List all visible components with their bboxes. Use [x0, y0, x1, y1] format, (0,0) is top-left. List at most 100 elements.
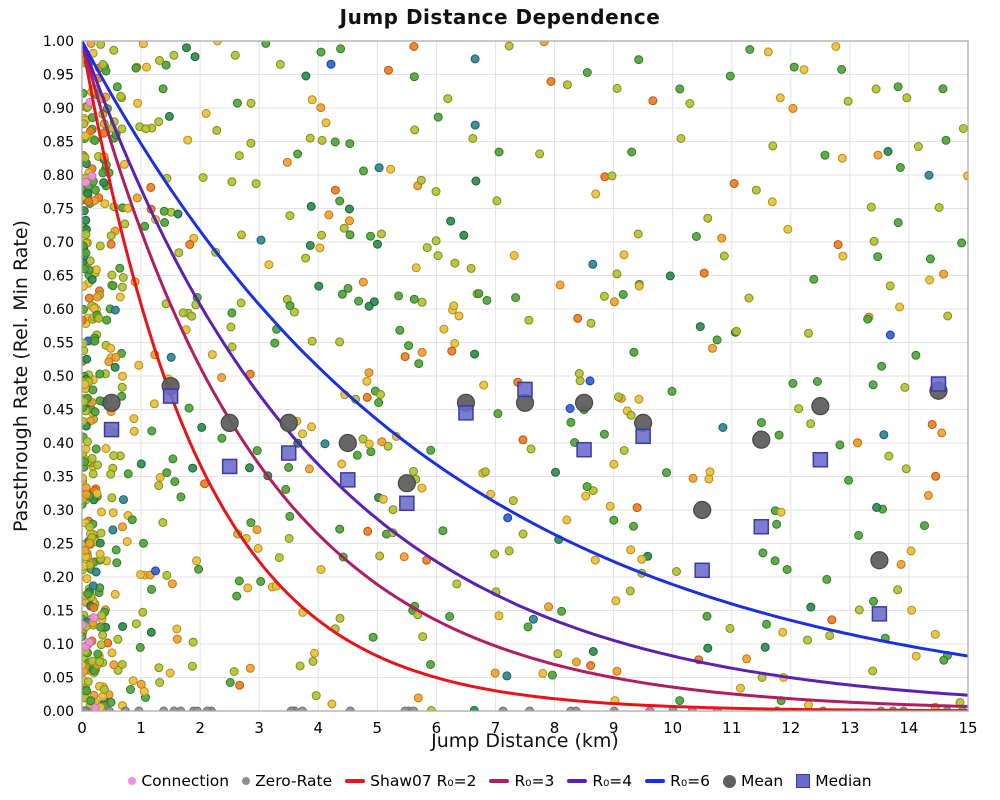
scatter-point: [317, 230, 327, 240]
scatter-point: [118, 371, 127, 381]
scatter-point: [158, 518, 168, 527]
scatter-point: [939, 269, 949, 279]
y-tick-label: 0.55: [43, 336, 74, 352]
scatter-point: [113, 634, 123, 644]
scatter-point: [454, 311, 464, 321]
scatter-point: [377, 229, 386, 239]
scatter-point: [90, 407, 100, 417]
scatter-point: [363, 526, 373, 536]
scatter-point: [285, 511, 295, 521]
scatter-point: [89, 603, 99, 613]
scatter-point: [492, 196, 502, 206]
scatter-point: [182, 43, 191, 53]
scatter-point: [136, 459, 146, 469]
scatter-point: [691, 232, 701, 241]
scatter-point: [782, 565, 792, 574]
scatter-point: [893, 585, 903, 595]
scatter-point: [586, 318, 596, 328]
scatter-point: [335, 196, 345, 206]
scatter-point: [327, 699, 337, 709]
scatter-point: [98, 630, 108, 640]
scatter-point: [571, 657, 581, 667]
scatter-point: [345, 216, 354, 226]
scatter-point: [234, 576, 244, 586]
y-tick-label: 0.25: [43, 537, 74, 553]
zero-rate-point: [176, 706, 186, 711]
scatter-point: [176, 492, 186, 502]
y-tick-label: 0.30: [43, 503, 74, 519]
scatter-point: [245, 463, 254, 473]
scatter-point: [236, 298, 246, 308]
mean-marker: [752, 430, 771, 449]
scatter-point: [90, 136, 100, 145]
scatter-point: [854, 530, 864, 540]
scatter-point: [301, 253, 311, 263]
scatter-point: [939, 655, 949, 665]
scatter-point: [745, 45, 755, 54]
scatter-point: [907, 605, 917, 615]
scatter-point: [744, 293, 754, 303]
scatter-point: [612, 83, 622, 93]
scatter-point: [82, 304, 88, 314]
scatter-point: [913, 142, 923, 151]
median-marker: [871, 606, 888, 622]
scatter-point: [82, 490, 91, 499]
scatter-point: [438, 526, 448, 536]
legend-label: R₀=4: [592, 772, 633, 790]
scatter-point: [931, 471, 941, 481]
scatter-point: [84, 293, 94, 303]
scatter-point: [335, 524, 345, 534]
scatter-point: [838, 251, 848, 261]
scatter-point: [282, 157, 292, 167]
scatter-point: [502, 671, 512, 681]
scatter-point: [246, 138, 256, 148]
scatter-point: [190, 52, 200, 62]
scatter-point: [373, 239, 382, 249]
scatter-point: [930, 629, 940, 639]
y-tick-label: 0.90: [43, 101, 74, 117]
zero-rate-point: [120, 706, 130, 711]
scatter-point: [665, 271, 675, 281]
scatter-point: [256, 577, 266, 586]
scatter-point: [895, 163, 905, 172]
scatter-point: [154, 663, 164, 673]
scatter-point: [736, 683, 745, 693]
scatter-point: [375, 551, 385, 561]
scatter-point: [88, 469, 98, 479]
scatter-point: [395, 325, 405, 335]
scatter-point: [676, 134, 686, 143]
scatter-point: [116, 91, 126, 101]
scatter-point: [168, 454, 178, 464]
scatter-point: [123, 469, 133, 479]
y-tick-label: 0.85: [43, 135, 74, 151]
scatter-point: [316, 103, 326, 113]
scatter-point: [133, 98, 143, 108]
scatter-point: [863, 314, 873, 324]
scatter-point: [705, 467, 715, 477]
scatter-point: [307, 422, 316, 432]
scatter-point: [99, 685, 109, 694]
scatter-point: [110, 589, 120, 599]
scatter-point: [804, 700, 813, 710]
scatter-point: [155, 678, 165, 687]
scatter-point: [315, 243, 325, 253]
scatter-point: [906, 546, 916, 556]
scatter-point: [301, 71, 311, 81]
scatter-point: [293, 149, 303, 159]
scatter-point: [82, 206, 89, 216]
mean-marker: [397, 474, 416, 493]
scatter-point: [358, 277, 368, 287]
scatter-point: [100, 199, 110, 209]
scatter-point: [188, 463, 198, 473]
scatter-point: [459, 230, 469, 240]
median-marker: [162, 388, 179, 404]
scatter-point: [107, 648, 117, 658]
scatter-point: [794, 404, 804, 414]
scatter-point: [474, 289, 484, 299]
scatter-point: [96, 41, 106, 49]
scatter-point: [632, 503, 642, 513]
scatter-point: [184, 403, 194, 413]
scatter-point: [167, 579, 177, 589]
scatter-point: [158, 84, 168, 94]
scatter-point: [246, 518, 256, 528]
